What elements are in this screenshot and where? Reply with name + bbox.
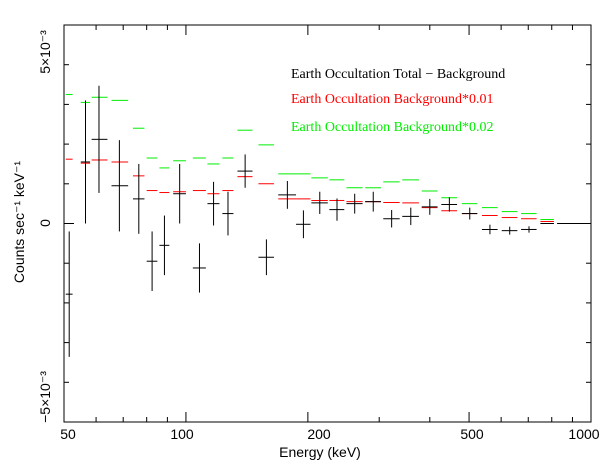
y-axis-label: Counts sec⁻¹ keV⁻¹ [11,161,27,283]
x-tick-label-50: 50 [60,426,76,442]
total-data-point [91,85,108,193]
x-tick-label-500: 500 [460,426,484,442]
total-data-point [146,231,158,291]
total-data-point [441,197,458,212]
series-bkg-001 [65,158,591,224]
total-data-point [311,191,328,214]
total-data-point [132,163,145,234]
x-tick-label-1000: 1000 [568,426,599,442]
legend-bkg-001: Earth Occultation Background*0.01 [291,92,494,107]
total-data-point [173,163,186,224]
total-data-point [461,207,478,220]
total-data-point [521,226,537,233]
total-data-point [346,193,363,214]
y-tick-label-zero: 0 [37,219,53,227]
total-data-point [278,181,297,209]
total-data-point [80,100,91,224]
total-data-point [192,243,206,293]
total-data-point [481,224,498,235]
total-data-point [207,181,220,226]
y-tick-label-bottom: −5×10⁻³ [37,371,53,423]
total-data-point [237,154,253,188]
total-data-point [65,231,73,357]
plot-frame [63,24,592,423]
total-data-point [329,198,345,221]
series-total [65,85,591,357]
total-data-point [365,191,381,212]
total-data-point [402,207,419,226]
x-axis-label: Energy (keV) [279,444,361,460]
axis-ticks [64,24,592,423]
legend: Earth Occultation Total − Background Ear… [291,67,505,135]
y-tick-label-top: 5×10⁻³ [37,30,53,74]
total-data-point [258,239,275,276]
x-tick-label-200: 200 [307,426,331,442]
data-layer [65,85,591,357]
total-data-point [159,215,170,276]
total-data-point [383,210,400,228]
total-data-point [501,226,518,235]
x-tick-label-100: 100 [170,426,194,442]
legend-total: Earth Occultation Total − Background [291,67,505,82]
total-data-point [222,191,234,236]
legend-bkg-002: Earth Occultation Background*0.02 [291,120,494,135]
total-data-point [111,140,129,232]
total-data-point [296,210,311,239]
series-bkg-002 [65,93,591,224]
total-data-point [421,198,438,215]
